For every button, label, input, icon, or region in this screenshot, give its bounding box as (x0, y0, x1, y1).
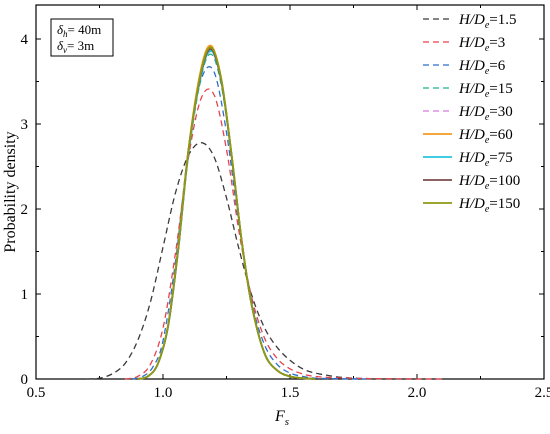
x-tick-label: 2.0 (408, 385, 427, 401)
y-axis-label: Probability density (2, 131, 19, 252)
series-line-9 (137, 46, 316, 380)
legend-label-8: H/De=100 (458, 173, 520, 192)
annotation-line-2: δv= 3m (57, 38, 94, 55)
legend-label-3: H/De=6 (458, 58, 506, 77)
y-tick-label: 3 (21, 117, 29, 133)
legend-label-5: H/De=30 (458, 104, 513, 123)
legend: H/De=1.5 H/De=3 H/De=6 H/De=15 H/De=30 H/De=6… (423, 12, 520, 215)
series-line-8 (137, 48, 316, 380)
x-tick-label: 1.0 (154, 385, 173, 401)
x-tick-label: 0.5 (27, 385, 46, 401)
x-axis-label: Fs (274, 408, 289, 428)
legend-label-9: H/De=150 (458, 196, 520, 215)
series-line-3 (132, 66, 367, 380)
y-tick-label: 4 (21, 32, 29, 48)
series-line-5 (137, 50, 316, 380)
series-layer (86, 44, 443, 380)
series-line-7 (137, 49, 316, 380)
x-tick-label: 1.5 (281, 385, 300, 401)
legend-label-6: H/De=60 (458, 127, 513, 146)
legend-label-1: H/De=1.5 (458, 12, 517, 31)
annotation-box: δh= 40m δv= 3m (50, 18, 114, 57)
annotation-line-1: δh= 40m (57, 22, 101, 39)
annotation-frame (50, 18, 114, 57)
legend-label-2: H/De=3 (458, 35, 505, 54)
series-line-1 (86, 142, 418, 380)
y-tick-label: 0 (21, 372, 29, 388)
legend-label-4: H/De=15 (458, 81, 513, 100)
series-line-4 (137, 53, 316, 380)
legend-label-7: H/De=75 (458, 150, 513, 169)
axis-ticks: 0.5 1.0 1.5 2.0 2.5 0 1 2 3 4 (21, 5, 550, 401)
x-tick-label: 2.5 (535, 385, 550, 401)
y-tick-label: 1 (21, 287, 29, 303)
series-line-2 (124, 88, 443, 380)
y-tick-label: 2 (21, 202, 29, 218)
series-line-6 (137, 44, 316, 380)
